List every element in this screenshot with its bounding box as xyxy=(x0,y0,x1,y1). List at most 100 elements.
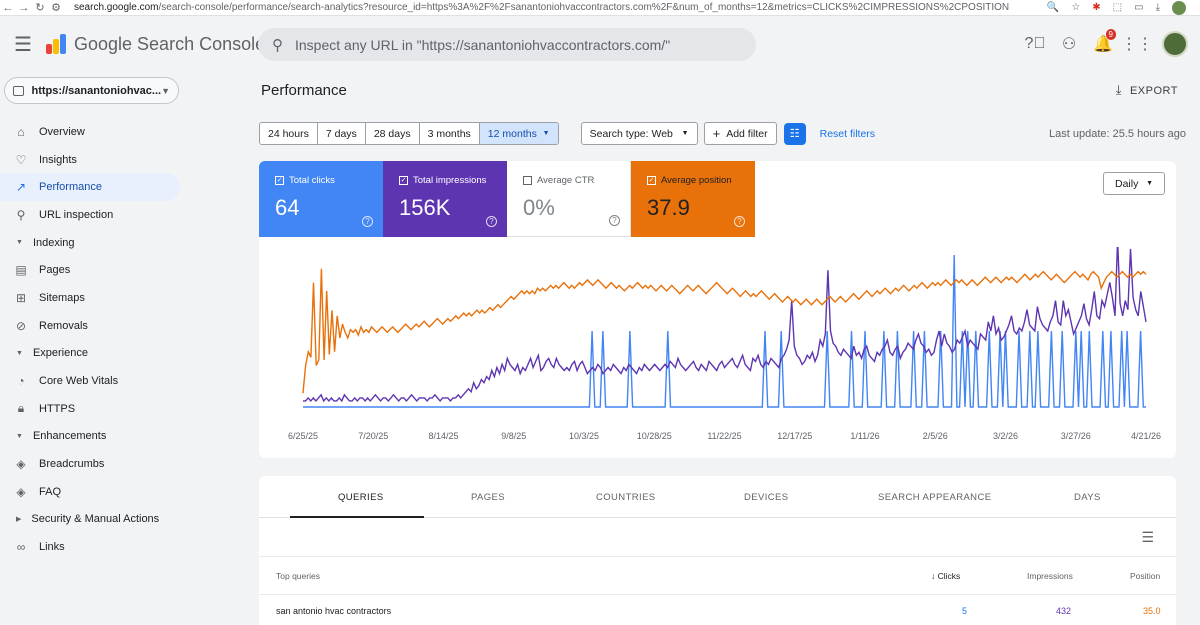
extension-icon[interactable]: ✱ xyxy=(1092,2,1101,13)
tab-pages[interactable]: PAGES xyxy=(471,492,506,503)
browser-profile-avatar[interactable] xyxy=(1172,0,1186,15)
section-title: Indexing xyxy=(32,236,75,249)
range-7-days[interactable]: 7 days xyxy=(317,123,366,144)
site-info-icon[interactable]: ⚙ xyxy=(51,2,61,14)
sidebar-item-https[interactable]: 🔒︎ HTTPS xyxy=(0,395,180,423)
tab-days[interactable]: DAYS xyxy=(1074,492,1101,503)
filter-bar: 24 hours 7 days 28 days 3 months 12 mont… xyxy=(259,122,875,145)
layers-icon: ◈ xyxy=(16,484,26,499)
metric-average-position[interactable]: ✓ Average position 37.9 ? xyxy=(631,161,755,237)
filter-rows-icon[interactable]: ☰ xyxy=(1141,529,1154,545)
chevron-down-icon: ▼ xyxy=(161,85,170,96)
sidebar-item-core-web-vitals[interactable]: ◔ Core Web Vitals xyxy=(0,367,180,395)
notifications-bell-icon[interactable]: 🔔 9 xyxy=(1086,29,1120,54)
caret-down-icon: ▼ xyxy=(681,130,689,137)
sidebar-item-label: Insights xyxy=(39,153,77,166)
app-logo[interactable]: Google Search Console xyxy=(46,34,265,55)
property-selector[interactable]: https://sanantoniohvac... ▼ xyxy=(4,77,179,104)
sidebar-item-faq[interactable]: ◈ FAQ xyxy=(0,478,180,506)
sidebar-item-breadcrumbs[interactable]: ◈ Breadcrumbs xyxy=(0,450,180,478)
address-bar[interactable]: search.google.com/search-console/perform… xyxy=(74,2,1047,13)
column-header-impressions[interactable]: Impressions xyxy=(1027,571,1073,581)
help-icon[interactable]: ? xyxy=(486,216,497,227)
page-title: Performance xyxy=(261,82,347,99)
series-line-total-impressions xyxy=(303,247,1147,403)
range-3-months[interactable]: 3 months xyxy=(419,123,480,144)
tab-countries[interactable]: COUNTRIES xyxy=(596,492,656,503)
add-filter-button[interactable]: + Add filter xyxy=(703,122,777,145)
extensions-puzzle-icon[interactable]: ⬚ xyxy=(1112,2,1123,13)
section-indexing[interactable]: ▼ Indexing xyxy=(0,229,190,257)
tab-queries[interactable]: QUERIES xyxy=(338,492,384,503)
download-icon[interactable]: ⤓ xyxy=(1155,2,1160,13)
cast-icon[interactable]: ▭ xyxy=(1134,2,1144,13)
range-24-hours[interactable]: 24 hours xyxy=(260,123,318,144)
forward-icon[interactable]: → xyxy=(18,1,30,14)
granularity-label: Daily xyxy=(1115,177,1139,190)
filter-settings-icon[interactable]: ☷ xyxy=(783,122,806,145)
gauge-icon: ◔ xyxy=(17,374,25,389)
help-icon[interactable]: ? xyxy=(362,216,373,227)
app-header: ☰ Google Search Console ⚲ Inspect any UR… xyxy=(0,16,1200,72)
add-filter-label: Add filter xyxy=(726,127,768,140)
back-icon[interactable]: ← xyxy=(2,1,14,14)
tab-search-appearance[interactable]: SEARCH APPEARANCE xyxy=(878,492,992,503)
sidebar-item-label: HTTPS xyxy=(39,402,76,415)
url-inspect-search[interactable]: ⚲ Inspect any URL in "https://sanantonio… xyxy=(258,28,756,61)
sidebar-item-pages[interactable]: ▤ Pages xyxy=(0,256,180,284)
main-content: Performance ⤓ EXPORT 24 hours 7 days 28 d… xyxy=(190,72,1200,625)
sidebar-item-label: URL inspection xyxy=(39,208,114,221)
removals-icon: ⊘ xyxy=(15,318,27,333)
section-experience[interactable]: ▼ Experience xyxy=(0,340,190,368)
section-security[interactable]: ▶ Security & Manual Actions xyxy=(0,506,190,534)
sidebar-item-performance[interactable]: ↗ Performance xyxy=(0,173,180,202)
column-header-clicks[interactable]: ↓ Clicks xyxy=(931,571,960,581)
export-button[interactable]: ⤓ EXPORT xyxy=(1116,82,1178,98)
zoom-icon[interactable]: 🔍 xyxy=(1046,2,1060,13)
section-enhancements[interactable]: ▼ Enhancements xyxy=(0,423,190,451)
help-icon[interactable]: ? xyxy=(734,216,745,227)
checkbox-unchecked-icon xyxy=(523,176,532,185)
caret-down-icon: ▼ xyxy=(1146,180,1153,187)
metric-value: 64 xyxy=(275,195,300,220)
sidebar-item-insights[interactable]: ♡ Insights xyxy=(0,146,180,174)
metric-label: Average CTR xyxy=(537,175,595,186)
search-type-dropdown[interactable]: Search type: Web ▼ xyxy=(580,122,698,145)
tab-devices[interactable]: DEVICES xyxy=(744,492,789,503)
metric-total-impressions[interactable]: ✓ Total impressions 156K ? xyxy=(383,161,507,237)
metric-label: Total impressions xyxy=(413,175,487,186)
help-icon[interactable]: ?⃝ xyxy=(1024,35,1046,52)
url-path: /search-console/performance/search-analy… xyxy=(158,2,1010,13)
reset-filters-link[interactable]: Reset filters xyxy=(819,127,876,140)
sidebar-item-url-inspection[interactable]: ⚲ URL inspection xyxy=(0,201,180,229)
column-header-position[interactable]: Position xyxy=(1130,571,1161,581)
menu-icon[interactable]: ☰ xyxy=(14,33,32,56)
impressions-cell: 432 xyxy=(1056,606,1072,616)
checkbox-checked-icon: ✓ xyxy=(399,176,408,185)
account-avatar[interactable] xyxy=(1162,31,1188,57)
sidebar-item-removals[interactable]: ⊘ Removals xyxy=(0,312,180,340)
sidebar-item-overview[interactable]: ⌂ Overview xyxy=(0,118,180,146)
position-cell: 35.0 xyxy=(1143,606,1161,616)
section-title: Security & Manual Actions xyxy=(31,513,160,526)
range-28-days[interactable]: 28 days xyxy=(365,123,420,144)
sidebar-item-label: Pages xyxy=(39,264,71,277)
last-update-text: Last update: 25.5 hours ago xyxy=(1049,128,1186,140)
manage-users-icon[interactable]: ⚇ xyxy=(1061,36,1077,53)
help-icon[interactable]: ? xyxy=(609,215,620,226)
x-tick-label: 3/2/26 xyxy=(993,431,1018,441)
sidebar-item-label: FAQ xyxy=(39,485,62,498)
range-12-months[interactable]: 12 months ▼ xyxy=(479,123,558,144)
bulb-icon: ♡ xyxy=(15,152,27,167)
series-line-total-clicks xyxy=(303,254,1146,408)
reload-icon[interactable]: ↻ xyxy=(35,2,45,14)
dimension-tabs: QUERIES PAGES COUNTRIES DEVICES SEARCH A… xyxy=(259,476,1176,518)
sidebar-item-sitemaps[interactable]: ⊞ Sitemaps xyxy=(0,284,180,312)
sidebar-item-links[interactable]: ∞ Links xyxy=(0,533,180,561)
metric-average-ctr[interactable]: Average CTR 0% ? xyxy=(507,161,631,237)
metric-value: 0% xyxy=(523,195,555,220)
apps-grid-icon[interactable]: ⋮⋮ xyxy=(1121,36,1153,53)
granularity-dropdown[interactable]: Daily ▼ xyxy=(1103,172,1165,195)
bookmark-star-icon[interactable]: ☆ xyxy=(1071,2,1081,13)
metric-total-clicks[interactable]: ✓ Total clicks 64 ? xyxy=(259,161,383,237)
